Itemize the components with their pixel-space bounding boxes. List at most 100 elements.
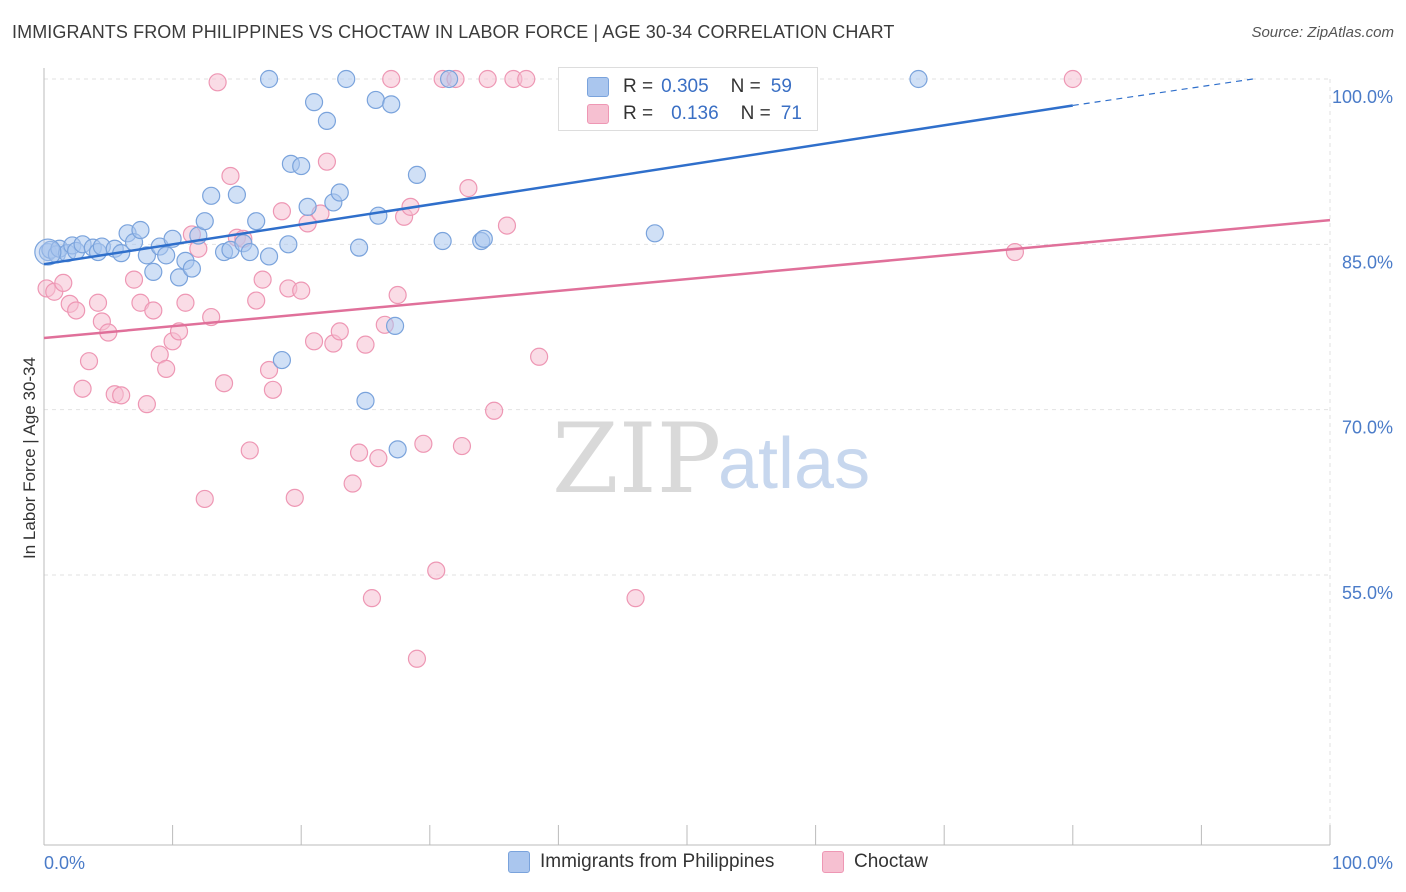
legend-item-philippines: Immigrants from Philippines bbox=[508, 851, 774, 873]
scatter-point bbox=[356, 335, 375, 354]
scatter-point bbox=[304, 93, 324, 112]
x-tick-label: 0.0% bbox=[44, 853, 85, 873]
scatter-point bbox=[474, 229, 493, 248]
scatter-point bbox=[157, 359, 176, 378]
scatter-point bbox=[427, 561, 446, 580]
scatter-point-cluster bbox=[34, 238, 62, 266]
y-tick-label: 100.0% bbox=[1332, 87, 1393, 107]
scatter-point bbox=[369, 449, 388, 468]
axes bbox=[43, 68, 1331, 846]
tick-labels: 55.0% 70.0% 85.0% 100.0% 0.0% 100.0% bbox=[44, 87, 1393, 873]
legend-n-label: N = bbox=[730, 76, 761, 97]
scatter-point bbox=[388, 285, 407, 305]
scatter-point bbox=[382, 95, 401, 114]
scatter-point bbox=[1063, 69, 1082, 89]
scatter-point bbox=[279, 235, 298, 254]
source-label: Source: ZipAtlas.com bbox=[1251, 24, 1394, 41]
scatter-point bbox=[909, 69, 928, 89]
legend-r-label: R = bbox=[623, 76, 654, 97]
scatter-point bbox=[362, 589, 382, 608]
scatter-point bbox=[124, 270, 144, 289]
scatter-point bbox=[253, 270, 272, 289]
scatter-point bbox=[202, 186, 221, 205]
scatter-point bbox=[317, 152, 337, 171]
scatter-point bbox=[292, 281, 311, 300]
legend-label-choctaw: Choctaw bbox=[854, 851, 928, 872]
y-tick-label: 85.0% bbox=[1342, 252, 1393, 272]
scatter-point bbox=[478, 69, 497, 89]
scatter-point bbox=[137, 395, 156, 414]
scatter-point bbox=[182, 259, 201, 278]
legend-r-value: 0.136 bbox=[671, 103, 719, 124]
scatter-point bbox=[1005, 242, 1025, 262]
scatter-point bbox=[259, 247, 279, 266]
scatter-point bbox=[88, 293, 108, 312]
trend-line-choctaw bbox=[43, 218, 1331, 340]
legend-swatch-blue bbox=[587, 77, 609, 97]
scatter-point bbox=[247, 291, 266, 310]
philippines-points bbox=[34, 69, 928, 459]
scatter-point bbox=[330, 183, 349, 202]
scatter-point bbox=[67, 301, 86, 320]
scatter-point bbox=[73, 379, 92, 398]
y-axis-label: In Labor Force | Age 30-34 bbox=[20, 357, 39, 559]
legend-r-label: R = bbox=[623, 103, 654, 124]
scatter-point bbox=[259, 360, 279, 380]
scatter-point bbox=[356, 391, 375, 410]
scatter-point bbox=[144, 262, 163, 281]
y-tick-label: 55.0% bbox=[1342, 583, 1393, 603]
scatter-point bbox=[330, 322, 349, 341]
legend-r-value: 0.305 bbox=[661, 76, 709, 97]
scatter-point bbox=[298, 197, 317, 216]
chart-title: IMMIGRANTS FROM PHILIPPINES VS CHOCTAW I… bbox=[12, 22, 895, 42]
legend-n-label: N = bbox=[740, 103, 771, 124]
scatter-point bbox=[439, 69, 459, 89]
scatter-point bbox=[221, 166, 240, 186]
scatter-point bbox=[452, 436, 472, 456]
scatter-point bbox=[385, 316, 405, 335]
scatter-point bbox=[131, 220, 150, 240]
scatter-point bbox=[263, 380, 283, 399]
scatter-point bbox=[349, 238, 369, 257]
legend-n-value: 59 bbox=[770, 76, 792, 97]
scatter-point bbox=[272, 202, 292, 221]
legend-n-value: 71 bbox=[780, 103, 802, 124]
scatter-point bbox=[337, 69, 356, 89]
scatter-point bbox=[169, 268, 189, 287]
legend-item-choctaw: Choctaw bbox=[822, 851, 928, 873]
legend-label-philippines: Immigrants from Philippines bbox=[540, 851, 775, 872]
scatter-point bbox=[79, 352, 99, 371]
scatter-point bbox=[240, 242, 259, 262]
scatter-point bbox=[433, 231, 452, 251]
scatter-point bbox=[497, 216, 517, 235]
scatter-point bbox=[645, 224, 664, 243]
scatter-point bbox=[112, 386, 131, 405]
trend-lines bbox=[43, 78, 1331, 340]
scatter-point bbox=[459, 179, 478, 198]
scatter-point bbox=[195, 489, 214, 509]
scatter-point bbox=[157, 246, 176, 265]
trend-line-philippines-extension bbox=[1072, 78, 1253, 107]
correlation-legend: R = 0.305 N = 59 R = 0.136 N = 71 bbox=[558, 67, 818, 131]
watermark: ZIP atlas bbox=[552, 403, 870, 515]
legend-swatch-pink bbox=[587, 104, 609, 124]
scatter-point bbox=[530, 347, 549, 366]
scatter-point bbox=[195, 212, 214, 231]
scatter-point bbox=[137, 246, 156, 265]
scatter-point bbox=[285, 488, 304, 507]
scatter-point bbox=[317, 111, 337, 130]
y-tick-label: 70.0% bbox=[1342, 418, 1393, 438]
legend-swatch-blue bbox=[508, 851, 530, 873]
watermark-atlas: atlas bbox=[718, 424, 870, 504]
scatter-point bbox=[382, 69, 401, 89]
legend-row-choctaw: R = 0.136 N = 71 bbox=[587, 101, 802, 127]
scatter-point bbox=[366, 90, 385, 110]
scatter-point bbox=[349, 443, 369, 462]
scatter-point bbox=[292, 156, 311, 176]
legend-row-philippines: R = 0.305 N = 59 bbox=[587, 74, 792, 100]
scatter-point bbox=[208, 73, 227, 92]
scatter-point bbox=[414, 434, 433, 453]
scatter-point bbox=[240, 441, 259, 460]
scatter-point bbox=[343, 474, 362, 493]
